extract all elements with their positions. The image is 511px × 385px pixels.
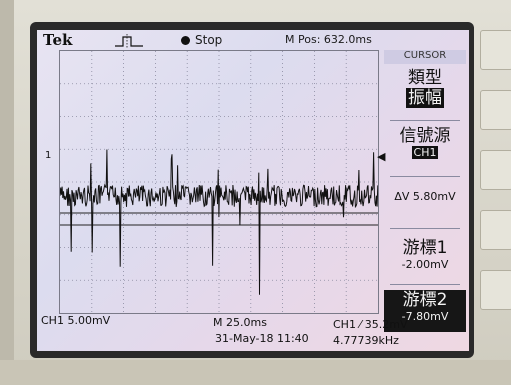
timebase: M 25.0ms: [213, 316, 267, 329]
menu-divider: [390, 176, 460, 177]
trigger-frequency: 4.77739kHz: [333, 334, 399, 347]
cursor-menu: CURSOR 類型 振幅 信號源 CH1 ΔV 5.80mV 游標1 -2.00…: [384, 50, 466, 333]
delta-readout: ΔV 5.80mV: [384, 190, 466, 220]
menu-button-4[interactable]: [480, 210, 511, 250]
oscilloscope-screen: Tek Stop M Pos: 632.0ms 1 ◀ CURSOR 類型 振幅…: [37, 30, 469, 351]
cursor-type-value: 振幅: [406, 88, 444, 108]
cursor-type-button[interactable]: 類型 振幅: [384, 68, 466, 116]
brand-logo: Tek: [43, 31, 73, 49]
cursor1-button[interactable]: 游標1 -2.00mV: [384, 238, 466, 280]
bezel-bottom-edge: [0, 360, 511, 385]
graticule: [59, 50, 379, 314]
cursor-type-label: 類型: [408, 68, 442, 88]
delta-v-value: ΔV 5.80mV: [394, 190, 456, 203]
ch1-scale: CH1 5.00mV: [41, 314, 111, 327]
trigger-level: CH1 ⁄ 35.2mV: [333, 318, 408, 331]
date-time: 31-May-18 11:40: [215, 332, 309, 345]
cursor1-value: -2.00mV: [401, 258, 449, 271]
run-state-icon: [181, 36, 190, 45]
cursor2-value: -7.80mV: [401, 310, 449, 323]
menu-title: CURSOR: [384, 50, 466, 64]
menu-button-1[interactable]: [480, 30, 511, 70]
ch1-ground-marker: 1: [45, 150, 52, 161]
trigger-level-icon: ◀: [377, 150, 386, 163]
source-button[interactable]: 信號源 CH1: [384, 126, 466, 172]
source-value: CH1: [411, 146, 439, 159]
run-state: Stop: [195, 33, 223, 47]
status-footer: CH1 5.00mV M 25.0ms CH1 ⁄ 35.2mV 31-May-…: [37, 312, 469, 351]
status-header: Tek Stop M Pos: 632.0ms: [37, 30, 469, 52]
menu-button-2[interactable]: [480, 90, 511, 130]
cursor1-label: 游標1: [402, 238, 448, 258]
side-buttons: [478, 30, 511, 350]
source-label: 信號源: [399, 126, 451, 146]
cursor2-button[interactable]: 游標2 -7.80mV: [384, 290, 466, 332]
cursor2-label: 游標2: [402, 290, 448, 310]
waveform-display: [59, 51, 379, 313]
bezel-left-edge: [0, 0, 14, 385]
horizontal-position: M Pos: 632.0ms: [285, 33, 372, 46]
menu-divider: [390, 120, 460, 121]
menu-button-3[interactable]: [480, 150, 511, 190]
menu-button-5[interactable]: [480, 270, 511, 310]
menu-divider: [390, 284, 460, 285]
menu-divider: [390, 228, 460, 229]
ch1-trace: [59, 149, 379, 295]
trigger-status-icon: [115, 34, 143, 48]
